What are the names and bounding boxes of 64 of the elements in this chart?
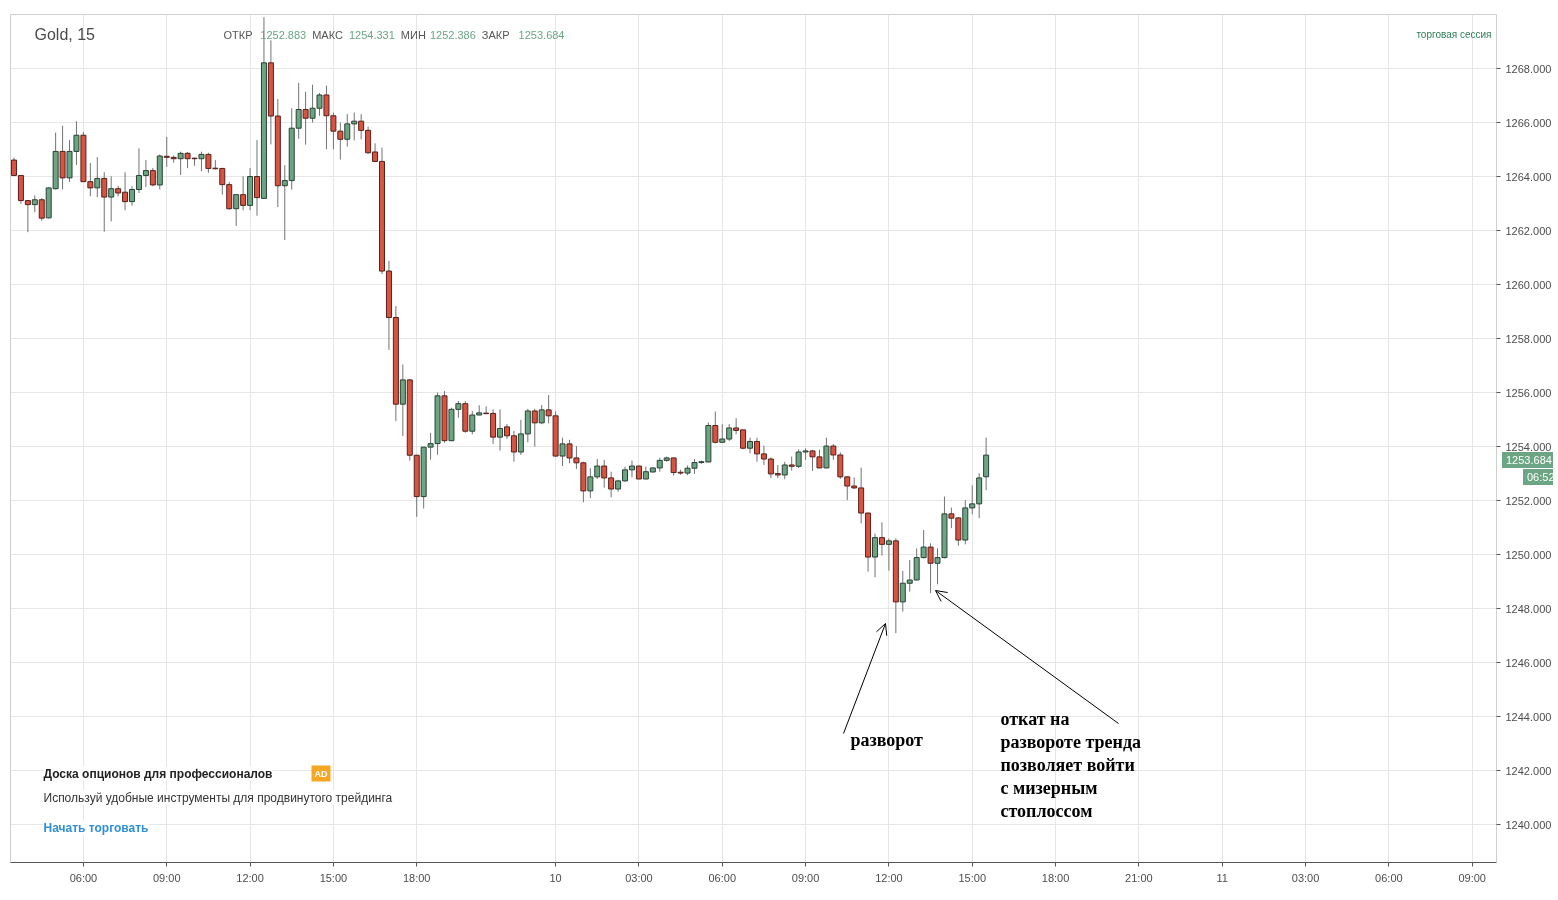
annotation: откат на развороте тренда позволяет войти с мизерным стоплоссом [1000, 708, 1141, 821]
y-tick-label: 1254.000 [1505, 440, 1552, 453]
text: 06:52 [1527, 470, 1555, 485]
annotation: AD [314, 768, 328, 779]
x-tick-label: 18:00 [1041, 871, 1070, 884]
x-tick-label: 12:00 [236, 871, 264, 884]
x-tick-label: 15:00 [319, 871, 348, 884]
y-tick-label: 1266.000 [1505, 116, 1552, 129]
candlestick [885, 537, 892, 572]
candlestick [108, 175, 115, 222]
candlestick [872, 533, 879, 578]
annotation: Используй удобные инструменты для продвинутого трейдинга [43, 790, 393, 805]
x-tick-label: 09:00 [791, 871, 820, 884]
x-tick-label: 09:00 [152, 871, 181, 884]
y-tick-label: 1258.000 [1505, 332, 1552, 345]
x-tick-label: 21:00 [1125, 871, 1153, 884]
x-tick-label: 06:00 [69, 871, 98, 884]
candlestick [712, 410, 719, 444]
y-tick-label: 1260.000 [1505, 278, 1552, 291]
annotation: торговая сессия [1416, 29, 1492, 40]
y-tick-label: 1268.000 [1505, 62, 1552, 75]
annotation: разворот [850, 729, 924, 750]
y-tick-label: 1244.000 [1505, 710, 1552, 723]
candlestick [302, 91, 309, 146]
candlestick [983, 437, 990, 491]
y-tick-label: 1248.000 [1505, 602, 1552, 615]
candlestick [531, 408, 538, 448]
candlestick [177, 151, 184, 176]
x-tick-label: 03:00 [1291, 871, 1320, 884]
candlestick [559, 437, 566, 467]
candlestick [497, 408, 504, 452]
candlestick [198, 151, 205, 172]
y-tick-label: 1262.000 [1505, 224, 1552, 237]
x-tick-label: 11 [1216, 871, 1228, 884]
x-tick-label: 10 [549, 871, 562, 884]
candlestick [927, 542, 934, 594]
x-tick-label: 15:00 [958, 871, 986, 884]
x-tick-label: 12:00 [875, 871, 903, 884]
y-tick-label: 1250.000 [1505, 548, 1552, 561]
x-tick-label: 18:00 [402, 871, 431, 884]
x-tick-label: 09:00 [1458, 871, 1486, 884]
candlestick [823, 437, 830, 469]
y-tick-label: 1246.000 [1505, 656, 1552, 669]
candlestick [538, 404, 545, 425]
candlestick [878, 521, 885, 557]
y-tick-label: 1242.000 [1505, 764, 1552, 777]
y-tick-label: 1264.000 [1505, 170, 1552, 183]
x-tick-label: 06:00 [1375, 871, 1403, 884]
candlestick [233, 193, 240, 227]
candlestick [38, 197, 45, 222]
text: Gold, 15 [34, 26, 96, 43]
candlestick [94, 156, 101, 198]
y-tick-label: 1256.000 [1505, 386, 1552, 399]
candlestick [101, 171, 108, 233]
x-tick-label: 06:00 [708, 871, 737, 884]
annotation: Доска опционов для профессионалов [43, 766, 273, 781]
candlestick [240, 175, 247, 211]
text: 1253.684 [1506, 453, 1552, 468]
candlestick [254, 139, 261, 217]
annotation: Начать торговать [43, 820, 149, 835]
x-tick-label: 03:00 [625, 871, 653, 884]
y-tick-label: 1252.000 [1505, 494, 1552, 507]
annotation: ОТКР 1252.883 МАКС 1254.331 МИН 1252.386 ЗАКР 1253.684 [223, 28, 565, 41]
y-tick-label: 1240.000 [1505, 818, 1552, 831]
